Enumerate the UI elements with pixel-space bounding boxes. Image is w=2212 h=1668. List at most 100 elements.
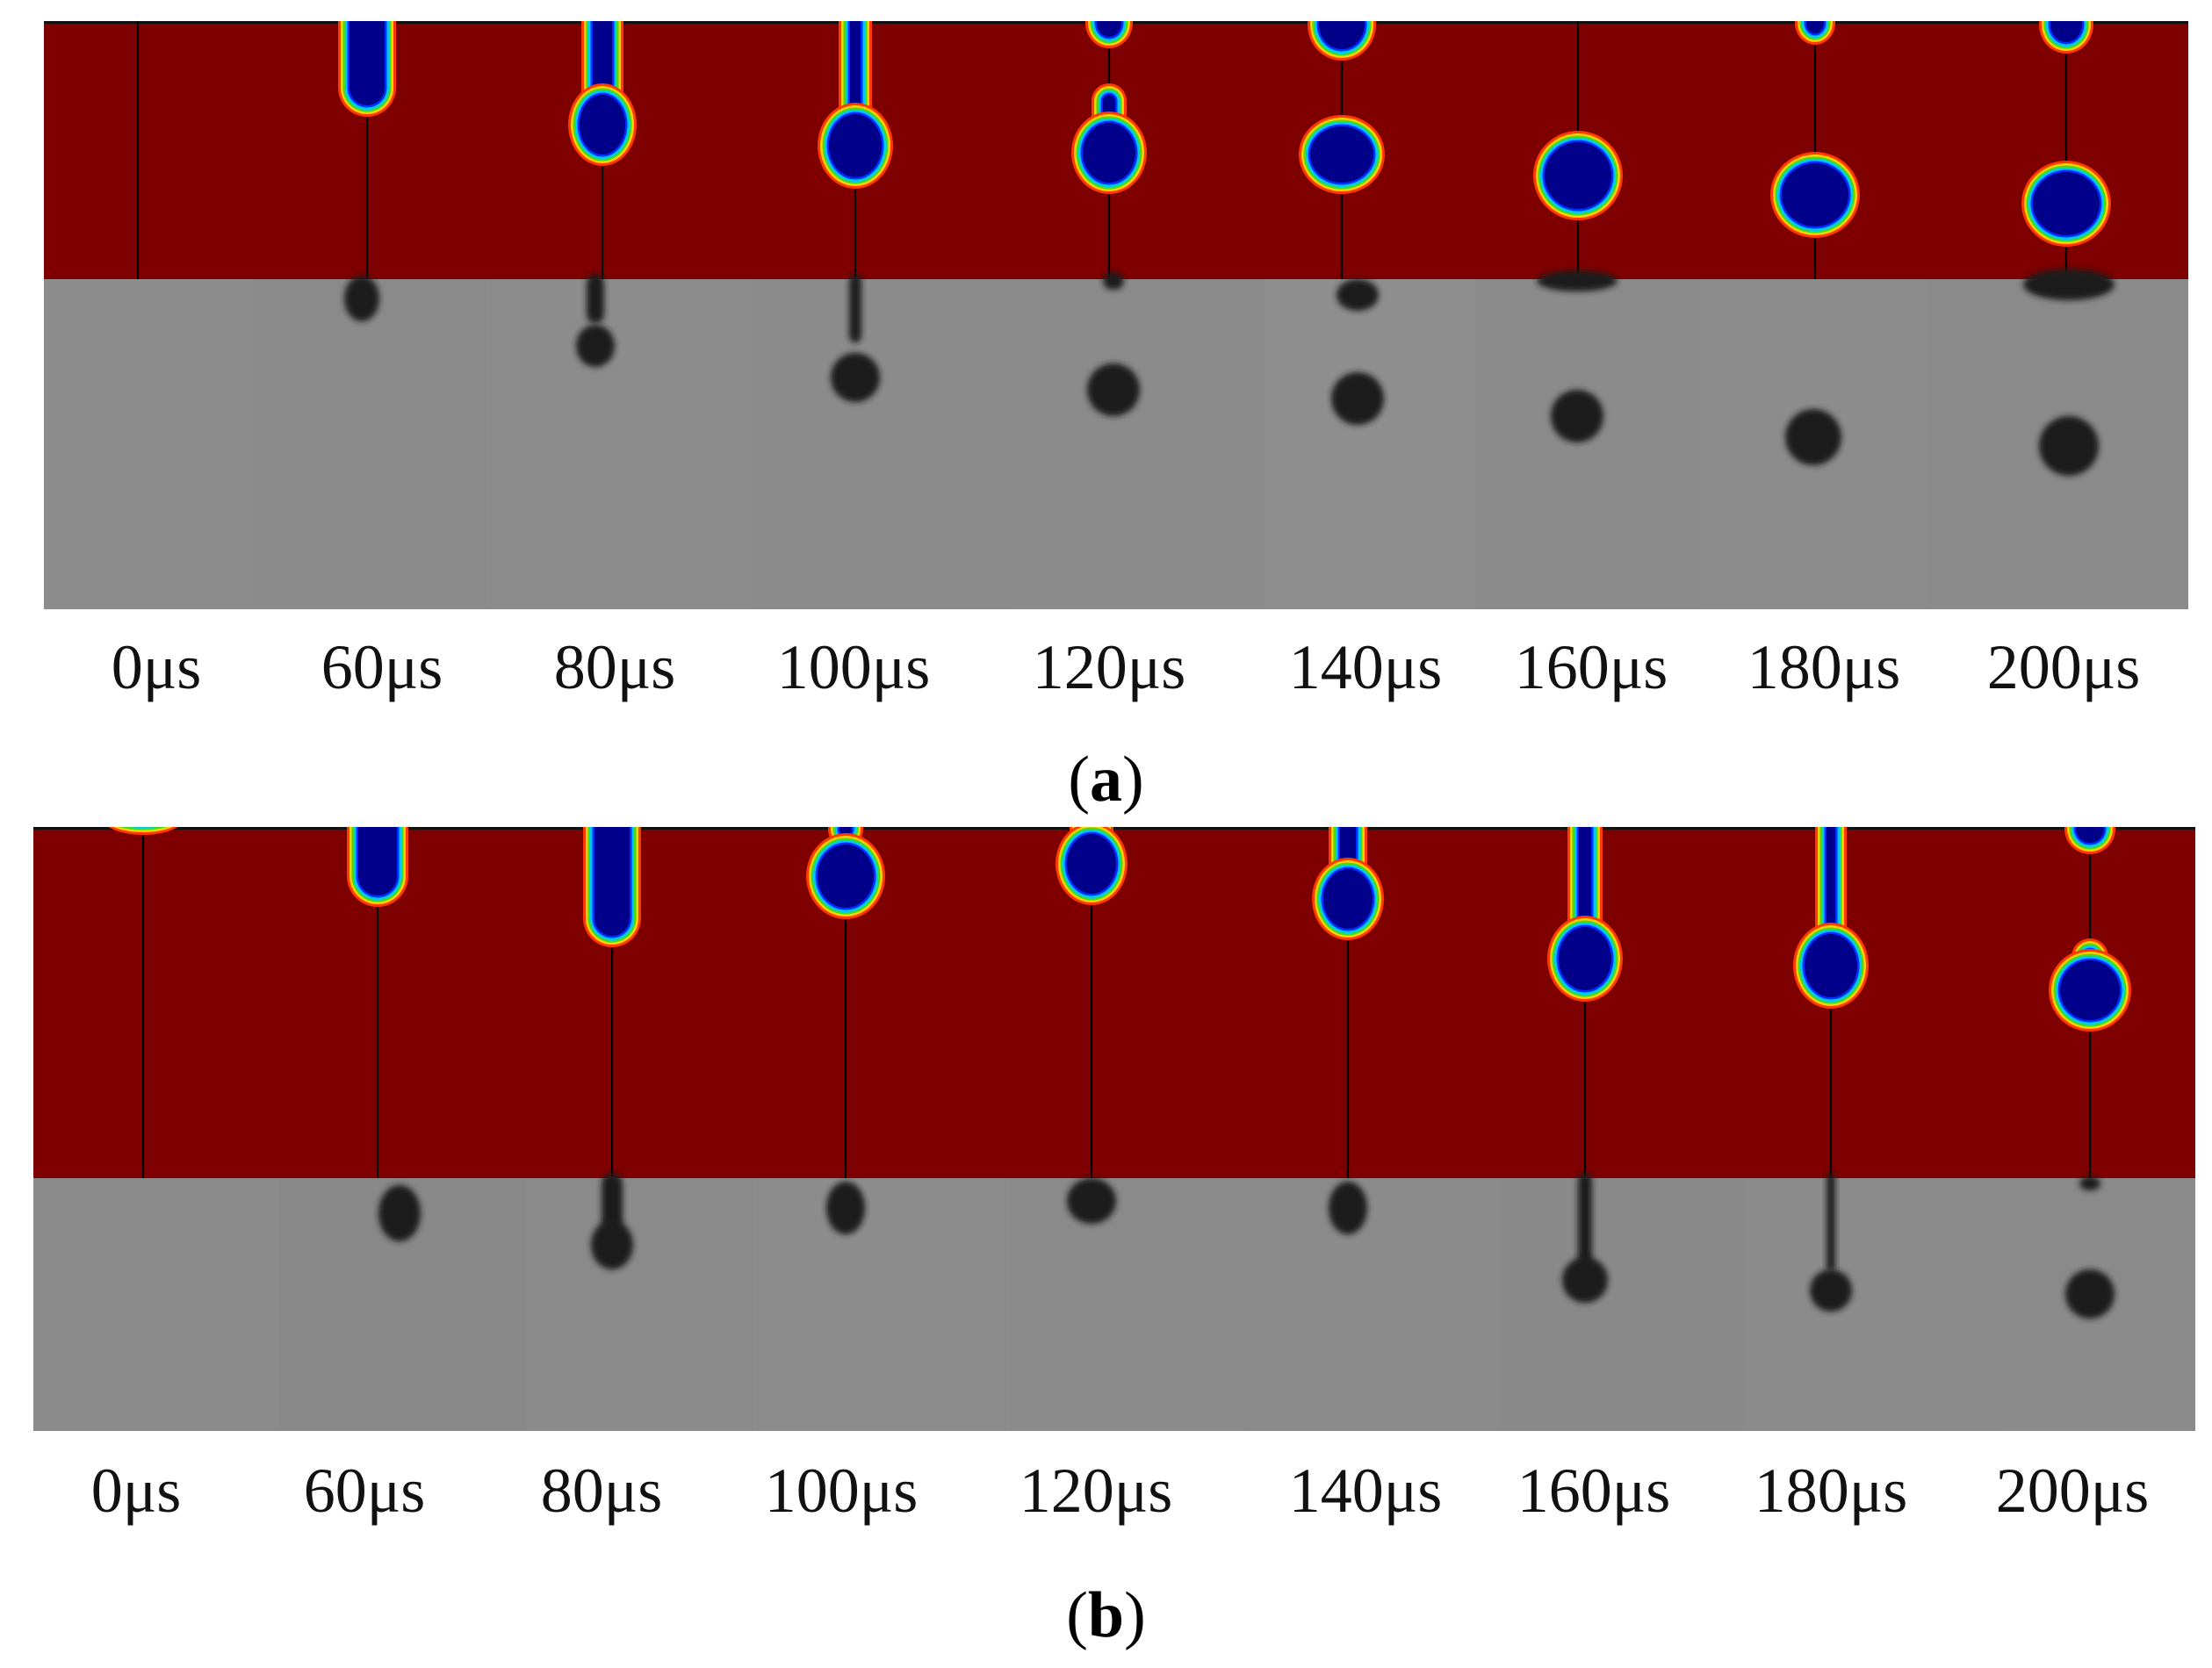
panel-b-image [33,827,2195,1431]
sim-droplet-0-0 [108,827,178,835]
sim-droplet-6-0 [1567,827,1603,944]
sim-droplet-7-1 [1793,923,1869,1009]
exp-droplet [1329,1182,1367,1234]
panel-a-time-label: 80μs [553,632,676,702]
sim-droplet [1067,834,1116,894]
experiment-frame [1010,279,1265,609]
experiment-frame [751,279,1010,609]
experiment-frame [33,1178,279,1431]
panel-a-time-label: 200μs [1986,632,2141,702]
sim-droplet [580,95,625,155]
panel-b-time-label: 200μs [1995,1456,2150,1526]
sim-droplet [2060,960,2120,1020]
experiment-frame [487,279,751,609]
experiment-frame [1502,1178,1743,1431]
sim-droplet-neck [358,827,397,895]
experiment-frame [753,1178,1010,1431]
sim-droplet [1319,21,1365,49]
sim-droplet-1-0 [338,21,396,117]
panel-b-time-label: 140μs [1288,1456,1443,1526]
sim-droplet [1806,21,1824,33]
sim-droplet-neck [1827,827,1835,948]
exp-droplet-neck [602,1173,623,1231]
exp-droplet [1103,272,1124,290]
exp-droplet [2039,416,2099,476]
exp-droplet [826,1182,865,1234]
exp-droplet-neck [849,274,861,342]
panel-a-image [44,21,2188,609]
exp-droplet-neck [1578,1173,1592,1266]
sim-droplet [1559,927,1611,990]
sim-droplet [829,114,882,177]
sim-droplet-7-1 [1770,152,1860,238]
exp-droplet [1562,1257,1608,1303]
sim-droplet-neck [594,827,630,936]
sim-droplet-neck [850,21,861,126]
sim-droplet-8-1 [2021,161,2111,247]
experiment-frame [1010,1178,1247,1431]
sim-droplet-8-0 [2064,827,2115,854]
sim-droplet-5-0 [1308,21,1376,61]
exp-droplet [1337,279,1379,311]
sim-droplet-4-2 [1071,111,1147,194]
experiment-strip [44,269,2188,609]
experiment-frame [1743,1178,2002,1431]
exp-droplet [1067,1178,1116,1224]
experiment-frame [1475,279,1699,609]
sim-droplet-neck [349,21,385,105]
experiment-frame [525,1178,753,1431]
sim-droplet [1545,142,1611,209]
sim-droplet-7-0 [1795,21,1835,45]
sim-droplet-6-0 [1533,131,1623,220]
experiment-frame [1265,279,1475,609]
sim-droplet [2050,21,2082,42]
exp-droplet [1331,372,1384,425]
exp-droplet [2079,1176,2100,1190]
panel-b-time-label: 120μs [1019,1456,1173,1526]
panel-a-time-label: 60μs [321,632,443,702]
panel-a-label: a [1090,744,1122,816]
sim-droplet [1323,869,1373,929]
sim-droplet-5-1 [1299,115,1385,194]
panel-a-time-label: 180μs [1747,632,1901,702]
experiment-frame [253,279,487,609]
sim-droplet [1310,126,1373,183]
experiment-frame [44,279,253,609]
sim-droplet-4-1 [1056,827,1128,905]
sim-droplet-6-1 [1547,916,1623,1002]
exp-droplet [2065,1269,2115,1319]
exp-droplet-neck [587,274,604,323]
sim-droplet-8-2 [2049,949,2131,1032]
panel-b-time-label: 100μs [764,1456,919,1526]
panel-b-caption: (b) [1066,1579,1146,1651]
panel-a-time-label: 140μs [1288,632,1443,702]
sim-droplet-2-0 [583,827,641,947]
panel-b-time-label: 60μs [303,1456,426,1526]
panel-a-caption: (a) [1068,744,1144,816]
experiment-frame [1247,1178,1502,1431]
panel-b-time-label: 180μs [1754,1456,1908,1526]
exp-droplet [1810,1269,1852,1312]
simulation-strip [44,21,2188,279]
experiment-strip [33,1173,2195,1431]
sim-droplet [2076,827,2104,843]
exp-droplet [591,1220,633,1269]
sim-droplet-neck-rim [119,827,167,830]
exp-droplet [378,1185,421,1241]
panel-b-time-label: 80μs [540,1456,663,1526]
exp-droplet [1087,363,1140,416]
exp-droplet [831,353,880,402]
exp-droplet-neck [1827,1173,1835,1271]
sim-droplet [1083,123,1135,183]
exp-droplet [576,325,615,367]
panel-a-time-label: 0μs [111,632,202,702]
sim-droplet [1097,21,1121,37]
sim-droplet-neck [1579,827,1591,932]
panel-a-time-label: 120μs [1032,632,1186,702]
sim-droplet-3-1 [818,103,893,189]
sim-droplet [2033,172,2100,235]
exp-droplet [1537,270,1618,291]
exp-droplet [344,276,379,321]
panel-b-time-label: 160μs [1517,1456,1671,1526]
